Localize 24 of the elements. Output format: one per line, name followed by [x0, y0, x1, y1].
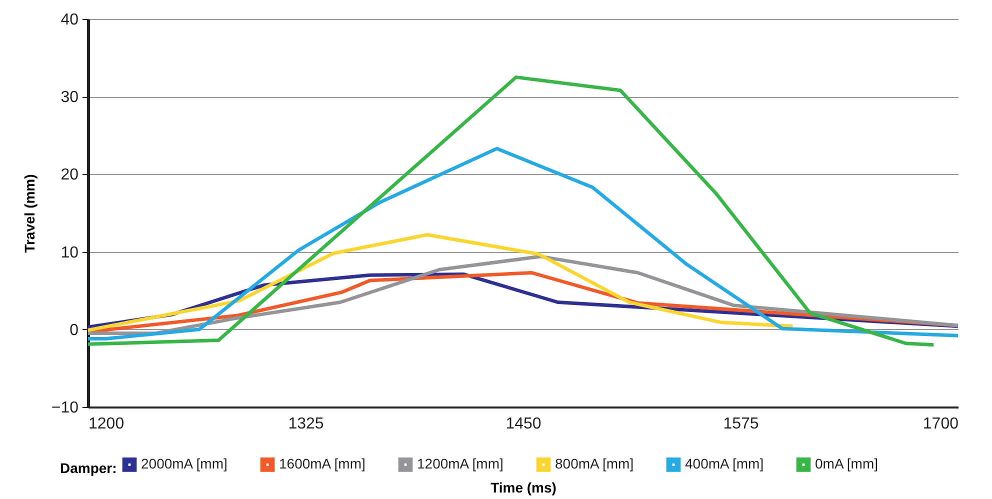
y-tick-label: 20: [60, 166, 79, 184]
y-axis-title: Travel (mm): [21, 174, 38, 253]
line-series: [86, 75, 936, 347]
legend-label: 2000mA [mm]: [141, 456, 228, 472]
x-tick-label: 1450: [506, 416, 542, 432]
y-tick-label: 30: [60, 89, 79, 106]
x-tick-label: 1575: [723, 416, 759, 432]
y-tick-label: −10: [51, 400, 79, 416]
legend-label: 800mA [mm]: [555, 456, 634, 472]
y-tick-label: 0: [70, 322, 79, 339]
x-tick-label: 1700: [922, 416, 959, 432]
y-tick-label: 10: [60, 244, 79, 262]
legend-label: 1600mA [mm]: [279, 456, 366, 472]
y-tick-label: 40: [60, 12, 79, 28]
legend-label: 0mA [mm]: [815, 456, 878, 472]
legend-label: 1200mA [mm]: [417, 456, 504, 472]
legend-label: 400mA [mm]: [685, 456, 764, 472]
x-axis-title: Time (ms): [490, 480, 556, 496]
line-series: [86, 146, 960, 340]
legend-title: Damper:: [60, 460, 117, 476]
line-series: [86, 254, 960, 336]
x-tick-label: 1200: [88, 416, 124, 432]
line-series: [86, 232, 794, 332]
x-tick-label: 1325: [288, 416, 324, 432]
